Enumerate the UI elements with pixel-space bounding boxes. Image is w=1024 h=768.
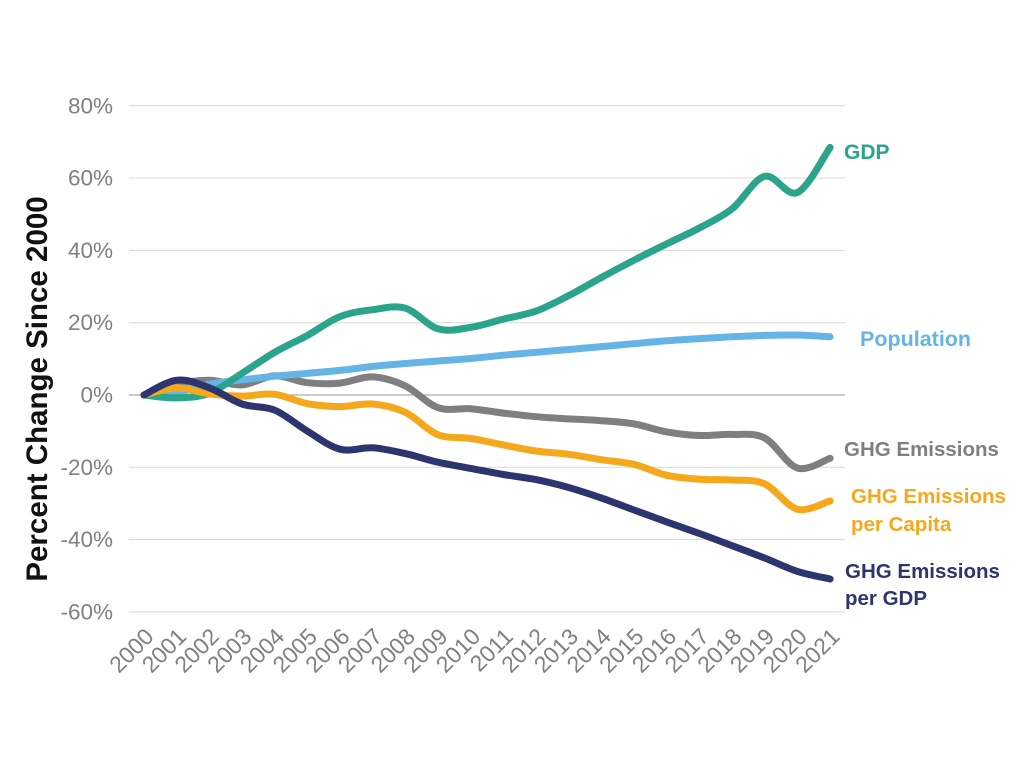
svg-text:-60%: -60% <box>60 599 113 624</box>
svg-text:Population: Population <box>860 327 971 351</box>
svg-text:GDP: GDP <box>844 141 890 164</box>
svg-text:60%: 60% <box>68 166 113 191</box>
svg-text:-20%: -20% <box>60 455 113 480</box>
svg-text:80%: 80% <box>68 93 113 118</box>
svg-text:GHG Emissions: GHG Emissions <box>851 485 1006 508</box>
svg-text:40%: 40% <box>68 238 113 263</box>
svg-text:GHG Emissions: GHG Emissions <box>845 560 1000 583</box>
svg-text:-40%: -40% <box>60 527 113 552</box>
svg-text:20%: 20% <box>68 310 113 335</box>
svg-text:0%: 0% <box>80 383 113 408</box>
svg-text:Percent Change Since 2000: Percent Change Since 2000 <box>21 196 54 581</box>
svg-text:GHG Emissions: GHG Emissions <box>844 438 999 461</box>
svg-text:per GDP: per GDP <box>845 587 927 610</box>
svg-text:per Capita: per Capita <box>851 513 952 536</box>
